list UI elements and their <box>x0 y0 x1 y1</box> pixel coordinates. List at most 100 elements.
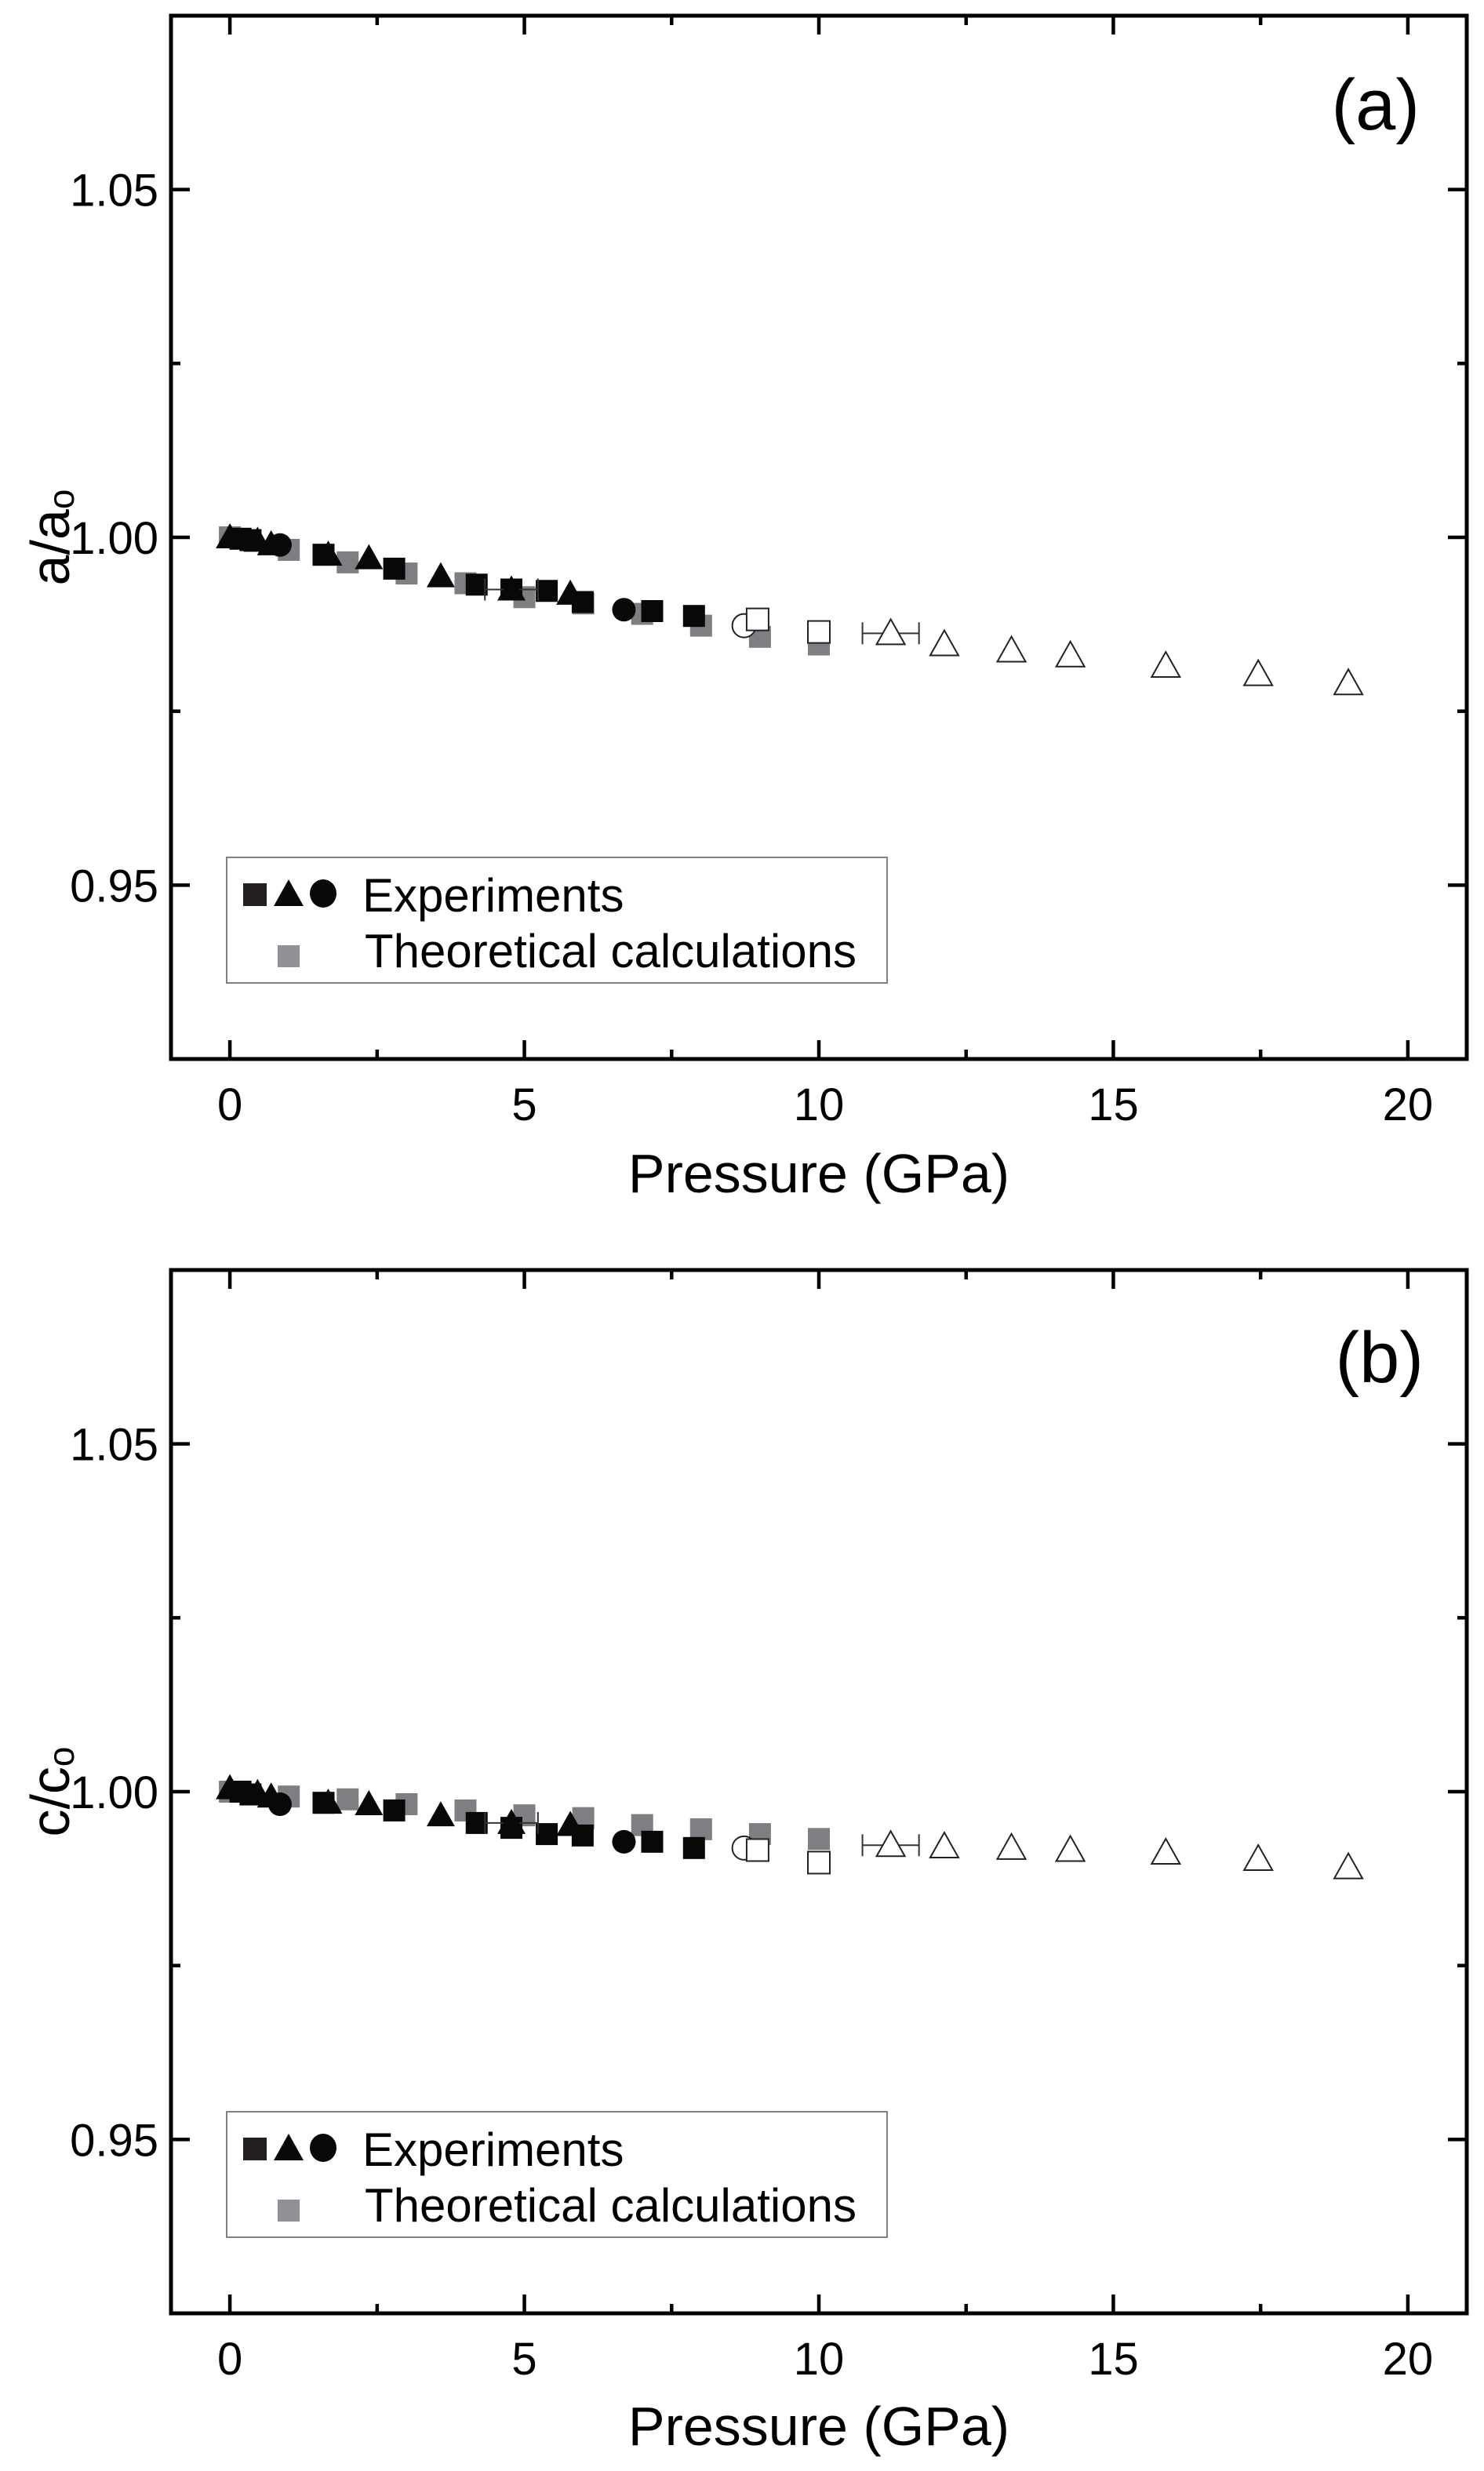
y-axis-label: c/co <box>20 1746 82 1836</box>
x-tick-label: 15 <box>1088 1079 1139 1130</box>
data-point-square <box>465 573 488 596</box>
y-axis-label: a/ao <box>20 489 82 586</box>
axis-ticks <box>171 1270 1467 2313</box>
data-point-triangle <box>216 1774 245 1800</box>
panel-a: 0 5 10 15 20 0.95 1.00 1.05 (a) Pressure (GPa)… <box>20 13 1469 1204</box>
data-point-triangle <box>875 617 907 646</box>
x-tick-label: 20 <box>1383 2334 1434 2385</box>
data-point-square <box>745 1838 769 1862</box>
y-tick-label: 1.05 <box>70 166 158 217</box>
data-point-circle <box>267 1792 292 1816</box>
panel-label: (b) <box>1336 1318 1424 1398</box>
data-point-triangle <box>1333 1851 1364 1880</box>
legend-gray-square-icon <box>278 945 300 967</box>
data-point-triangle <box>355 544 384 570</box>
data-point-square <box>536 580 558 602</box>
data-point-triangle <box>875 1829 907 1858</box>
data-point-square <box>807 620 831 644</box>
series-experiments-open-triangles <box>861 1829 1364 1880</box>
series-experiments-circles <box>267 1792 636 1854</box>
panel-b: 0 5 10 15 20 0.95 1.00 1.05 (b) Pressure (GPa)… <box>20 1268 1469 2457</box>
data-point-circle <box>612 598 636 622</box>
series-experiments-open-squares <box>745 607 831 644</box>
data-point-square <box>641 1830 664 1853</box>
data-point-square <box>383 1799 406 1821</box>
x-tick-labels: 0 5 10 15 20 <box>217 1079 1433 1130</box>
data-point-square <box>808 1828 830 1851</box>
y-tick-label: 1.00 <box>70 1767 158 1818</box>
data-point-square <box>682 1836 705 1859</box>
data-point-square <box>383 557 406 580</box>
y-tick-label: 1.00 <box>70 513 158 564</box>
data-point-triangle <box>426 1801 455 1827</box>
data-point-triangle <box>929 628 960 657</box>
data-point-triangle <box>995 1832 1028 1860</box>
data-point-triangle <box>314 1789 343 1814</box>
data-point-triangle <box>355 1789 384 1815</box>
legend: Experiments Theoretical calculations <box>226 2111 888 2238</box>
data-point-triangle <box>929 1831 960 1859</box>
x-axis-label: Pressure (GPa) <box>628 2396 1009 2457</box>
data-point-triangle <box>1150 1836 1181 1865</box>
data-point-square <box>336 1788 359 1810</box>
data-point-square <box>465 1811 488 1834</box>
legend-square-icon <box>243 2138 267 2160</box>
x-tick-label: 15 <box>1088 2334 1139 2385</box>
x-tick-label: 20 <box>1383 1079 1434 1130</box>
data-points <box>216 1774 1364 1880</box>
x-tick-label: 0 <box>217 2334 242 2385</box>
data-point-square <box>689 1818 712 1840</box>
data-point-circle <box>267 533 292 557</box>
data-point-triangle <box>556 579 585 605</box>
data-point-triangle <box>314 540 343 566</box>
data-point-triangle <box>497 575 526 601</box>
data-point-square <box>682 605 705 628</box>
x-tick-labels: 0 5 10 15 20 <box>217 2334 1433 2385</box>
x-tick-label: 0 <box>217 1079 242 1130</box>
x-tick-label: 5 <box>511 1079 536 1130</box>
data-point-triangle <box>1242 658 1274 686</box>
legend: Experiments Theoretical calculations <box>226 857 888 984</box>
data-point-square <box>641 599 664 622</box>
legend-triangle-icon <box>274 2134 304 2160</box>
data-point-square <box>536 1823 558 1846</box>
data-point-triangle <box>216 523 245 548</box>
data-point-triangle <box>497 1808 526 1834</box>
axis-ticks <box>171 16 1467 1059</box>
data-point-square <box>745 607 769 631</box>
data-point-triangle <box>1150 650 1181 679</box>
y-tick-label: 0.95 <box>70 861 158 912</box>
legend-label-experiments: Experiments <box>362 2123 624 2176</box>
data-point-triangle <box>1333 668 1364 696</box>
y-tick-label: 1.05 <box>70 1420 158 1471</box>
data-point-triangle <box>1054 639 1086 668</box>
legend-box <box>226 857 888 984</box>
x-tick-label: 10 <box>794 2334 845 2385</box>
panel-label: (a) <box>1332 65 1420 145</box>
data-point-triangle <box>1054 1834 1086 1862</box>
data-point-circle <box>612 1829 636 1854</box>
data-point-triangle <box>995 635 1028 663</box>
legend-label-experiments: Experiments <box>362 869 624 922</box>
series-experiments-triangles <box>216 523 585 605</box>
y-tick-label: 0.95 <box>70 2115 158 2166</box>
legend-gray-square-icon <box>278 2200 300 2222</box>
data-point-triangle <box>556 1810 585 1836</box>
y-axis-label-main: c/c <box>20 1767 81 1836</box>
legend-label-theory: Theoretical calculations <box>365 2179 857 2232</box>
series-experiments-triangles <box>216 1774 585 1836</box>
legend-circle-icon <box>310 879 336 908</box>
y-axis-label-main: a/a <box>20 509 81 585</box>
y-axis-label-subscript: o <box>41 1746 82 1767</box>
legend-triangle-icon <box>274 879 304 906</box>
x-axis-label: Pressure (GPa) <box>628 1143 1009 1204</box>
series-experiments-circles <box>267 533 636 622</box>
y-tick-labels: 0.95 1.00 1.05 <box>70 1420 158 2167</box>
y-tick-labels: 0.95 1.00 1.05 <box>70 166 158 912</box>
legend-box <box>226 2111 888 2238</box>
legend-label-theory: Theoretical calculations <box>365 925 857 977</box>
legend-circle-icon <box>310 2134 336 2162</box>
y-axis-label-subscript: o <box>41 489 82 510</box>
x-tick-label: 10 <box>794 1079 845 1130</box>
